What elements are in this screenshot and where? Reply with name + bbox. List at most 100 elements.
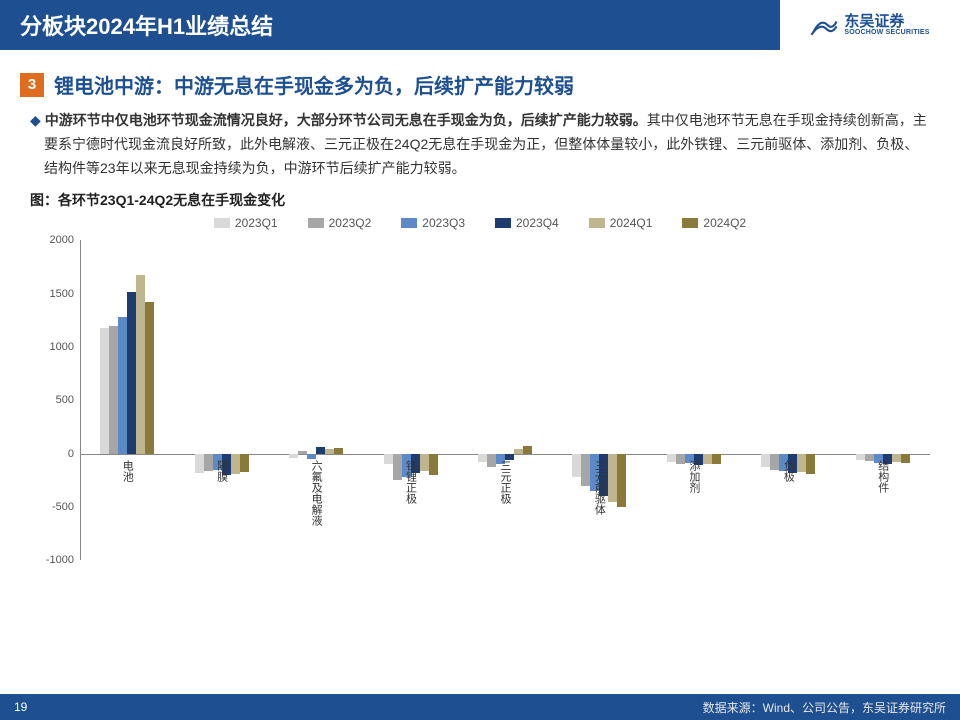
bar [797, 454, 806, 472]
bar [109, 326, 118, 454]
bar [806, 454, 815, 474]
bars-wrap [458, 240, 552, 560]
y-tick-label: 1000 [50, 341, 74, 353]
category-label: 三元正极 [497, 460, 513, 504]
bar [608, 454, 617, 502]
bar-group: 结构件 [836, 240, 930, 560]
y-tick-label: -500 [52, 501, 74, 513]
bars-wrap [741, 240, 835, 560]
legend-item: 2024Q2 [682, 216, 746, 230]
legend-swatch [495, 218, 511, 228]
bar [307, 454, 316, 459]
section-heading: 3 锂电池中游：中游无息在手现金多为负，后续扩产能力较弱 [20, 70, 940, 99]
bar [325, 449, 334, 453]
bars-wrap [363, 240, 457, 560]
bar-group: 铁锂正极 [363, 240, 457, 560]
bar [770, 454, 779, 470]
bar [761, 454, 770, 467]
body-lead: 中游环节中仅电池环节现金流情况良好，大部分环节公司无息在手现金为负，后续扩产能力… [45, 112, 647, 128]
y-axis: -1000-5000500100015002000 [30, 240, 80, 560]
bar [289, 454, 298, 458]
legend-label: 2023Q2 [329, 216, 372, 230]
bar-group: 隔膜 [174, 240, 268, 560]
y-tick-label: 1500 [50, 288, 74, 300]
category-label: 三元前驱体 [591, 460, 607, 515]
chart-plot: -1000-5000500100015002000 电池隔膜六氟及电解液铁锂正极… [80, 240, 930, 560]
bar [892, 454, 901, 463]
category-label: 电池 [119, 460, 135, 482]
legend-item: 2023Q1 [214, 216, 278, 230]
bar [393, 454, 402, 481]
bar [136, 275, 145, 454]
y-tick-label: 0 [68, 448, 74, 460]
legend-label: 2024Q2 [703, 216, 746, 230]
bar [712, 454, 721, 464]
bars-wrap [836, 240, 930, 560]
bar [334, 448, 343, 453]
bars-wrap [174, 240, 268, 560]
bar [100, 328, 109, 454]
legend-label: 2024Q1 [610, 216, 653, 230]
bar [231, 454, 240, 474]
bar [703, 454, 712, 465]
y-tick-label: 2000 [50, 234, 74, 246]
slide-footer: 19 数据来源：Wind、公司公告，东吴证券研究所 [0, 694, 960, 720]
bar [298, 451, 307, 454]
bar [856, 454, 865, 460]
bar [901, 454, 910, 463]
bar [667, 454, 676, 463]
category-label: 结构件 [875, 460, 891, 493]
logo-icon [810, 11, 838, 39]
bar [420, 454, 429, 471]
bar-group: 三元前驱体 [552, 240, 646, 560]
legend-label: 2023Q1 [235, 216, 278, 230]
category-label: 隔膜 [214, 460, 230, 482]
bar [240, 454, 249, 472]
bar [865, 454, 874, 461]
bar [581, 454, 590, 486]
bar [384, 454, 393, 465]
category-label: 负极 [780, 460, 796, 482]
header-title: 分板块2024年H1业绩总结 [20, 9, 273, 41]
legend-swatch [401, 218, 417, 228]
chart-area: 2023Q12023Q22023Q32023Q42024Q12024Q2 -10… [30, 216, 930, 560]
bar [617, 454, 626, 507]
chart-legend: 2023Q1 2023Q2 2023Q3 2023Q4 2024Q1 2024Q2 [30, 216, 930, 230]
bar-groups: 电池隔膜六氟及电解液铁锂正极三元正极三元前驱体添加剂负极结构件 [80, 240, 930, 560]
legend-swatch [589, 218, 605, 228]
bar-group: 六氟及电解液 [269, 240, 363, 560]
bar [523, 446, 532, 453]
bar-group: 三元正极 [458, 240, 552, 560]
logo-en: SOOCHOW SECURITIES [844, 29, 929, 36]
legend-swatch [308, 218, 324, 228]
section-title: 锂电池中游：中游无息在手现金多为负，后续扩产能力较弱 [54, 70, 574, 99]
bar [127, 292, 136, 454]
category-label: 六氟及电解液 [308, 460, 324, 526]
bar [429, 454, 438, 475]
legend-item: 2023Q3 [401, 216, 465, 230]
bars-wrap [647, 240, 741, 560]
brand-logo: 东吴证券 SOOCHOW SECURITIES [780, 0, 960, 50]
bar-group: 负极 [741, 240, 835, 560]
y-tick-label: 500 [56, 394, 74, 406]
bullet-diamond-icon: ◆ [30, 112, 41, 128]
legend-item: 2024Q1 [589, 216, 653, 230]
legend-item: 2023Q4 [495, 216, 559, 230]
bar [118, 317, 127, 454]
bar [316, 447, 325, 453]
legend-item: 2023Q2 [308, 216, 372, 230]
logo-cn: 东吴证券 [844, 14, 929, 29]
section-number: 3 [20, 73, 44, 97]
legend-swatch [682, 218, 698, 228]
bar [478, 454, 487, 463]
bar [195, 454, 204, 473]
bar [676, 454, 685, 465]
bar [572, 454, 581, 477]
slide-header: 分板块2024年H1业绩总结 东吴证券 SOOCHOW SECURITIES [0, 0, 960, 50]
chart-title: 图：各环节23Q1-24Q2无息在手现金变化 [30, 190, 930, 210]
bars-wrap [80, 240, 174, 560]
data-source: 数据来源：Wind、公司公告，东吴证券研究所 [703, 699, 946, 716]
bar [487, 454, 496, 467]
legend-label: 2023Q4 [516, 216, 559, 230]
page-number: 19 [14, 700, 27, 714]
